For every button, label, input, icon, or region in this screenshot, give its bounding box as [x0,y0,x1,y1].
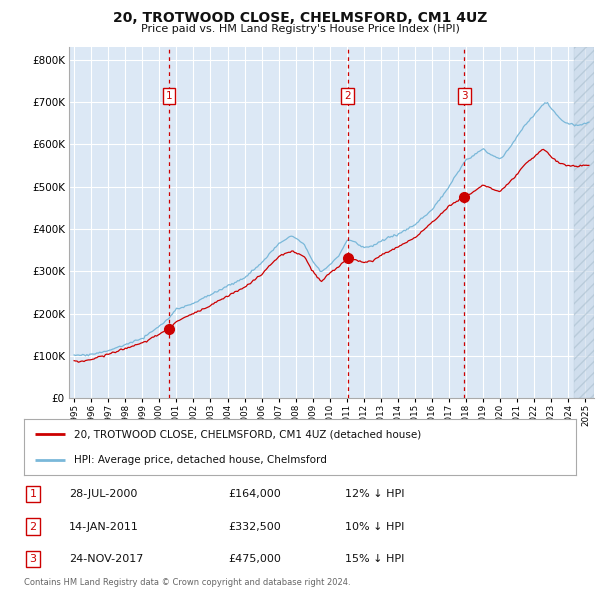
Text: 10% ↓ HPI: 10% ↓ HPI [345,522,404,532]
Text: 14-JAN-2011: 14-JAN-2011 [69,522,139,532]
Text: Contains HM Land Registry data © Crown copyright and database right 2024.: Contains HM Land Registry data © Crown c… [24,578,350,588]
Text: 1: 1 [29,489,37,499]
Text: 20, TROTWOOD CLOSE, CHELMSFORD, CM1 4UZ (detached house): 20, TROTWOOD CLOSE, CHELMSFORD, CM1 4UZ … [74,429,421,439]
Text: HPI: Average price, detached house, Chelmsford: HPI: Average price, detached house, Chel… [74,455,326,465]
Text: 3: 3 [461,91,468,101]
Text: 15% ↓ HPI: 15% ↓ HPI [345,554,404,564]
Text: 28-JUL-2000: 28-JUL-2000 [69,489,137,499]
Text: 1: 1 [166,91,173,101]
Text: 20, TROTWOOD CLOSE, CHELMSFORD, CM1 4UZ: 20, TROTWOOD CLOSE, CHELMSFORD, CM1 4UZ [113,11,487,25]
Text: 12% ↓ HPI: 12% ↓ HPI [345,489,404,499]
Text: 2: 2 [29,522,37,532]
Text: Price paid vs. HM Land Registry's House Price Index (HPI): Price paid vs. HM Land Registry's House … [140,24,460,34]
Text: £164,000: £164,000 [228,489,281,499]
Text: 2: 2 [344,91,351,101]
Bar [574,47,594,398]
Text: 24-NOV-2017: 24-NOV-2017 [69,554,143,564]
Text: 3: 3 [29,554,37,564]
Text: £475,000: £475,000 [228,554,281,564]
Text: £332,500: £332,500 [228,522,281,532]
